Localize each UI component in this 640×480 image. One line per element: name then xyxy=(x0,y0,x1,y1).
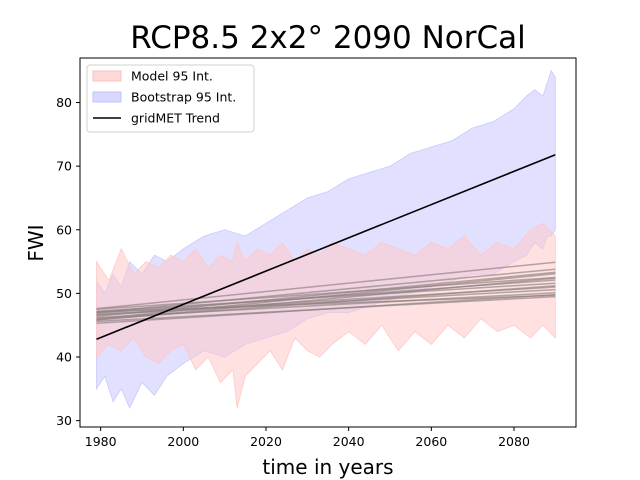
x-tick-label: 1980 xyxy=(85,434,117,449)
legend-label: gridMET Trend xyxy=(131,111,220,126)
model-trend-line xyxy=(96,276,556,311)
y-tick-label: 60 xyxy=(56,222,72,237)
gridmet-trend-line xyxy=(96,153,556,340)
model-trend-line xyxy=(96,277,556,321)
x-axis-ticks: 1980 2000 2020 2040 2060 2080 xyxy=(85,427,530,449)
plot-area xyxy=(96,69,556,409)
legend-box xyxy=(86,64,255,133)
model-trend-line xyxy=(96,293,556,325)
legend: Model 95 Int. Bootstrap 95 Int. gridMET Tr… xyxy=(86,64,255,133)
model-trend-line xyxy=(96,272,556,320)
x-tick-label: 2000 xyxy=(167,434,199,449)
model-trend-line xyxy=(96,268,556,314)
y-tick-label: 70 xyxy=(56,159,72,174)
x-tick-label: 2040 xyxy=(333,434,365,449)
chart-title: RCP8.5 2x2° 2090 NorCal xyxy=(130,20,526,56)
model-trend-line xyxy=(96,261,556,310)
y-tick-label: 80 xyxy=(56,95,72,110)
y-tick-label: 40 xyxy=(56,350,72,365)
axes-frame xyxy=(79,57,577,428)
x-tick-label: 2080 xyxy=(498,434,530,449)
model-interval-band xyxy=(96,222,556,408)
legend-swatch xyxy=(92,70,122,82)
y-axis-label: FWI xyxy=(24,224,48,261)
x-tick-label: 2020 xyxy=(250,434,282,449)
y-axis-ticks: 30 40 50 60 70 80 xyxy=(56,95,80,428)
legend-swatch xyxy=(92,91,122,103)
model-trend-line xyxy=(96,286,556,316)
legend-label: Bootstrap 95 Int. xyxy=(131,90,236,105)
legend-label: Model 95 Int. xyxy=(131,69,213,84)
x-axis-label: time in years xyxy=(262,455,393,479)
y-tick-label: 30 xyxy=(56,413,72,428)
y-tick-label: 50 xyxy=(56,286,72,301)
x-tick-label: 2060 xyxy=(415,434,447,449)
